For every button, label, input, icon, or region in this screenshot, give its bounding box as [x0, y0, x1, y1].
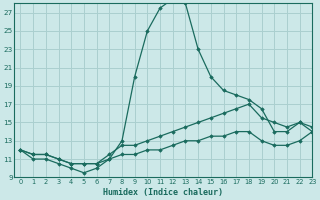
X-axis label: Humidex (Indice chaleur): Humidex (Indice chaleur) — [103, 188, 223, 197]
